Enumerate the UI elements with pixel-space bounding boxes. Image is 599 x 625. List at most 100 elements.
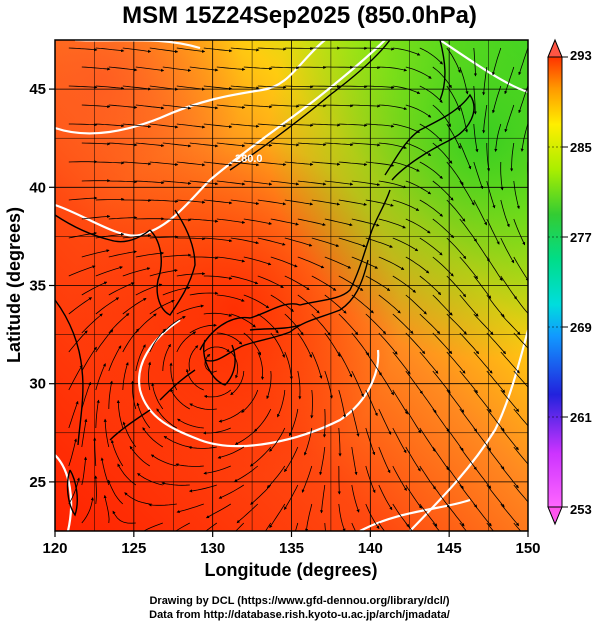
streamline [527,427,528,429]
streamline [338,427,342,457]
streamline [324,370,333,399]
streamline [365,503,380,530]
streamline [419,503,438,527]
y-tick-label: 45 [29,81,46,98]
streamline [68,477,80,505]
streamline [147,361,152,391]
streamline [81,214,111,220]
streamline [324,332,341,358]
streamline [95,161,125,165]
streamline [297,332,312,358]
streamline [270,104,300,108]
streamline [81,66,111,71]
streamline [351,332,370,356]
streamline [270,66,300,70]
streamline [156,408,178,429]
x-tick-label: 120 [42,540,67,557]
streamline [486,484,505,508]
map-figure: 120 125 130 135 140 145 150 25 30 35 40 45 280.0 L… [4,38,592,580]
streamline [150,454,177,467]
streamline [162,253,192,258]
streamline [68,265,96,277]
streamline [162,142,192,148]
y-tick-label: 35 [29,278,46,295]
streamline [419,47,443,65]
x-tick-label: 145 [437,540,462,557]
streamline [432,66,452,89]
streamline [527,503,528,505]
streamline [446,427,464,452]
streamline [149,328,167,353]
streamline [122,361,129,391]
streamline [446,199,466,222]
x-tick-label: 140 [358,540,383,557]
streamline [338,313,359,336]
streamline [103,418,110,448]
streamline [216,142,246,148]
streamline [378,104,408,111]
streamline [257,351,265,380]
streamline [459,370,478,394]
streamline [351,408,360,437]
streamline [432,294,453,316]
streamline [378,180,407,189]
streamline [230,370,245,396]
streamline [504,104,515,133]
streamline [284,199,314,206]
streamline [216,294,245,302]
streamline [122,85,152,91]
streamline [446,503,465,527]
streamline [189,218,219,223]
streamline [527,199,528,203]
streamline [351,256,379,269]
streamline [405,104,432,118]
streamline [243,218,273,225]
streamline [257,85,287,89]
streamline [492,85,502,114]
streamline [338,85,368,89]
streamline [142,427,164,448]
streamline [500,161,504,191]
streamline [392,237,419,252]
streamline [203,161,233,167]
streamline [405,218,431,234]
streamline [486,408,505,432]
streamline [500,389,520,412]
streamline [297,256,325,269]
x-tick-label: 125 [121,540,146,557]
streamline [378,256,405,270]
y-axis-label: Latitude (degrees) [4,207,24,363]
streamline [513,180,520,210]
streamline [95,297,120,315]
x-tick-label: 130 [200,540,225,557]
streamline [203,275,233,280]
colorbar-tick-label: 293 [570,48,592,63]
streamline [135,142,165,148]
streamline [243,66,273,71]
streamline [108,142,138,147]
streamline [189,142,219,148]
streamline [108,66,138,72]
streamline [176,272,206,277]
streamline [243,294,270,309]
streamline [122,123,152,129]
streamline [203,47,233,53]
streamline [513,256,528,282]
colorbar-tick-label: 269 [570,320,592,335]
streamline [203,346,230,353]
streamline [338,351,353,378]
streamline [324,522,326,531]
streamline [216,332,243,345]
streamline [486,446,505,470]
streamline [270,142,300,147]
streamline [68,438,77,467]
streamline [486,180,496,209]
streamline [149,161,179,167]
streamline [459,332,480,355]
streamline [230,237,260,245]
streamline [234,427,259,445]
streamline [365,237,393,248]
streamline [539,143,541,171]
streamline [230,123,260,128]
streamline [311,199,341,206]
